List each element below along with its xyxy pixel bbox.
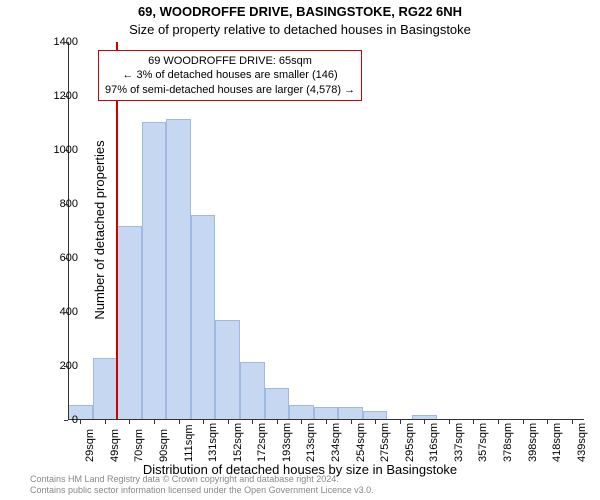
y-tick-mark — [64, 366, 68, 367]
footer-line1: Contains HM Land Registry data © Crown c… — [30, 474, 374, 485]
x-tick-mark — [326, 420, 327, 424]
x-tick-mark — [179, 420, 180, 424]
x-tick-label: 49sqm — [109, 429, 121, 462]
x-tick-label: 234sqm — [330, 423, 342, 462]
y-tick-mark — [64, 258, 68, 259]
y-tick-mark — [64, 96, 68, 97]
x-tick-mark — [129, 420, 130, 424]
y-tick-label: 0 — [72, 414, 78, 426]
x-tick-mark — [351, 420, 352, 424]
page-title-line2: Size of property relative to detached ho… — [0, 22, 600, 37]
x-tick-mark — [228, 420, 229, 424]
y-tick-mark — [64, 420, 68, 421]
page-title-line1: 69, WOODROFFE DRIVE, BASINGSTOKE, RG22 6… — [0, 4, 600, 19]
x-tick-label: 254sqm — [355, 423, 367, 462]
x-tick-label: 193sqm — [281, 423, 293, 462]
x-tick-mark — [375, 420, 376, 424]
x-tick-mark — [473, 420, 474, 424]
y-tick-label: 600 — [60, 252, 78, 264]
x-tick-label: 275sqm — [379, 423, 391, 462]
x-tick-label: 295sqm — [404, 423, 416, 462]
x-tick-mark — [498, 420, 499, 424]
x-tick-mark — [301, 420, 302, 424]
x-tick-mark — [154, 420, 155, 424]
x-tick-mark — [449, 420, 450, 424]
x-tick-mark — [80, 420, 81, 424]
x-tick-label: 418sqm — [551, 423, 563, 462]
x-tick-mark — [523, 420, 524, 424]
y-tick-label: 400 — [60, 306, 78, 318]
x-tick-mark — [277, 420, 278, 424]
x-tick-label: 357sqm — [477, 423, 489, 462]
x-tick-label: 378sqm — [502, 423, 514, 462]
x-tick-label: 111sqm — [183, 424, 195, 462]
x-tick-mark — [547, 420, 548, 424]
x-tick-mark — [572, 420, 573, 424]
x-tick-mark — [203, 420, 204, 424]
x-tick-label: 131sqm — [207, 423, 219, 462]
x-tick-label: 213sqm — [305, 423, 317, 462]
y-tick-label: 800 — [60, 198, 78, 210]
annotation-box: 69 WOODROFFE DRIVE: 65sqm ← 3% of detach… — [98, 50, 362, 101]
annotation-line3: 97% of semi-detached houses are larger (… — [105, 83, 355, 97]
x-tick-mark — [252, 420, 253, 424]
histogram-chart: 69 WOODROFFE DRIVE: 65sqm ← 3% of detach… — [68, 42, 584, 420]
y-tick-mark — [64, 312, 68, 313]
footer-line2: Contains public sector information licen… — [30, 485, 374, 496]
x-tick-label: 398sqm — [527, 423, 539, 462]
annotation-line1: 69 WOODROFFE DRIVE: 65sqm — [105, 54, 355, 68]
footer-attribution: Contains HM Land Registry data © Crown c… — [30, 474, 374, 496]
x-tick-label: 316sqm — [428, 423, 440, 462]
x-tick-mark — [105, 420, 106, 424]
annotation-line2: ← 3% of detached houses are smaller (146… — [105, 68, 355, 82]
x-tick-label: 29sqm — [84, 429, 96, 462]
x-tick-label: 172sqm — [256, 423, 268, 462]
y-tick-mark — [64, 204, 68, 205]
y-tick-mark — [64, 42, 68, 43]
x-tick-label: 90sqm — [158, 429, 170, 462]
x-tick-mark — [400, 420, 401, 424]
x-tick-label: 337sqm — [453, 423, 465, 462]
x-tick-label: 152sqm — [232, 423, 244, 462]
y-tick-label: 200 — [60, 360, 78, 372]
x-tick-mark — [424, 420, 425, 424]
x-tick-label: 70sqm — [133, 429, 145, 462]
y-tick-mark — [64, 150, 68, 151]
x-tick-label: 439sqm — [576, 423, 588, 462]
